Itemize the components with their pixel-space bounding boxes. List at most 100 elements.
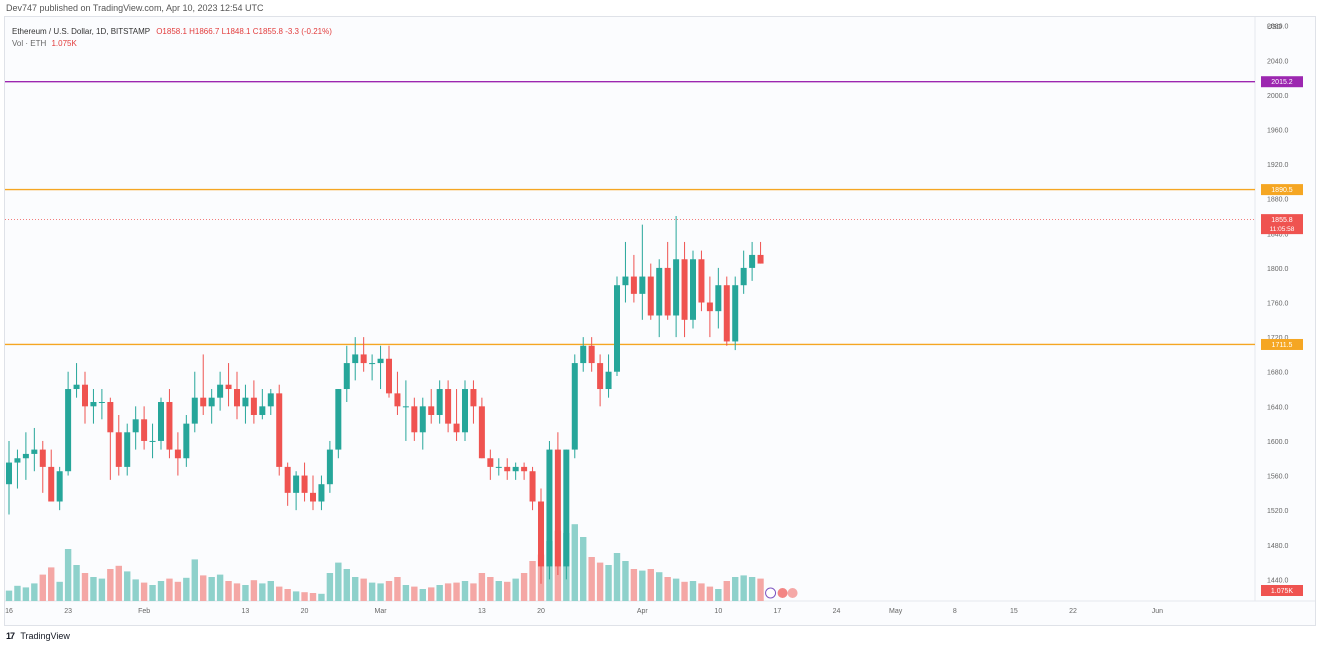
y-tick-label: 1440.0 (1267, 577, 1289, 584)
candle-body (183, 423, 190, 459)
volume-bar (723, 581, 730, 601)
candle-body (225, 384, 232, 390)
volume-bar (664, 577, 671, 601)
candle-body (48, 466, 55, 502)
volume-bar (267, 581, 274, 601)
candle-body (394, 393, 401, 407)
chart-panel[interactable]: USD 2080.0 2040.0 2000.0 1960.0 1920.0 1880.0 1… (4, 16, 1316, 626)
chart-legend: Ethereum / U.S. Dollar, 1D, BITSTAMP O18… (12, 26, 332, 50)
volume-bar (757, 578, 764, 601)
volume-bar (183, 577, 190, 601)
volume-bar (326, 573, 334, 601)
tradingview-brand[interactable]: TradingView (20, 631, 70, 641)
level-tag-label: 2015.2 (1271, 79, 1293, 86)
x-tick-label: 15 (1010, 608, 1018, 615)
candle-body (284, 466, 291, 493)
volume-bar (504, 581, 511, 601)
candle-body (512, 466, 519, 472)
candle-body (647, 276, 654, 316)
x-tick-label: 10 (714, 608, 722, 615)
volume-bar (343, 569, 350, 601)
volume-bar (48, 567, 55, 601)
y-tick-label: 2000.0 (1267, 93, 1289, 100)
y-tick-label: 1560.0 (1267, 474, 1289, 481)
volume-bar (681, 581, 688, 601)
volume-bar (512, 578, 519, 601)
y-tick-label: 1680.0 (1267, 370, 1289, 377)
candle-body (740, 267, 747, 286)
candle-body (411, 406, 418, 433)
candle-body (470, 389, 477, 407)
flag-marker-icon (777, 588, 788, 598)
volume-bar (428, 587, 435, 601)
event-marker-icon (765, 587, 777, 599)
candle-body (310, 492, 316, 502)
candle-body (65, 389, 72, 472)
axis-currency: USD (1267, 24, 1282, 31)
volume-bar (715, 589, 722, 601)
volume-bar (73, 565, 80, 601)
candle-body (22, 453, 29, 459)
volume-bar (208, 577, 215, 601)
volume-bar (301, 592, 308, 601)
level-tag-label: 1711.5 (1272, 342, 1293, 349)
candle-body (141, 419, 148, 441)
candle-body (453, 423, 460, 433)
volume-bar (613, 553, 621, 601)
tradingview-logo-icon[interactable]: 17 (6, 631, 15, 641)
candle-body (639, 276, 646, 294)
candle-body (673, 259, 680, 316)
volume-bar (140, 582, 148, 601)
candle-body (73, 384, 80, 390)
volume-bar (284, 589, 291, 601)
candle-body (343, 363, 350, 390)
flag-marker-icon (787, 588, 798, 598)
candle-body (732, 285, 739, 342)
candle-body (614, 285, 620, 372)
volume-bar (478, 573, 486, 601)
volume-bar (14, 585, 21, 601)
candle-body (14, 458, 21, 463)
candle-body (478, 406, 485, 459)
volume-bar (647, 569, 654, 601)
candle-body (487, 458, 494, 467)
volume-bar (309, 593, 317, 601)
candle-body (571, 363, 578, 450)
candle-body (690, 259, 696, 320)
candle-body (698, 259, 705, 303)
candle-body (597, 363, 604, 390)
volume-bar (444, 583, 452, 601)
y-tick-label: 1640.0 (1267, 404, 1289, 411)
candle-body (462, 389, 468, 433)
volume-bar (368, 582, 376, 601)
volume-bar (276, 586, 283, 601)
candle-body (276, 393, 283, 467)
volume-bar (394, 577, 401, 601)
candle-body (352, 354, 359, 364)
candle-body (419, 406, 426, 433)
legend-volume-label[interactable]: Vol · ETH (12, 39, 47, 48)
y-tick-label: 1600.0 (1267, 439, 1289, 446)
candle-body (301, 475, 308, 493)
candle-body (580, 345, 587, 364)
volume-bar (748, 577, 756, 601)
volume-bar (461, 581, 469, 601)
y-tick-label: 1800.0 (1267, 266, 1289, 273)
candle-body (386, 358, 392, 394)
volume-bar (233, 583, 241, 601)
volume-bar (242, 585, 249, 601)
volume-bar (689, 581, 697, 601)
legend-symbol[interactable]: Ethereum / U.S. Dollar, 1D, BITSTAMP (12, 27, 150, 36)
x-tick-label: 16 (5, 608, 13, 615)
candle-body (538, 501, 544, 567)
candle-body (360, 354, 367, 364)
volume-bar (200, 575, 207, 601)
volume-bar (571, 524, 578, 601)
volume-bar (191, 559, 198, 601)
x-tick-label: 13 (478, 608, 486, 615)
volume-bar (436, 585, 443, 601)
candle-body (318, 484, 325, 502)
candle-body (436, 389, 443, 415)
candle-body (115, 432, 122, 467)
